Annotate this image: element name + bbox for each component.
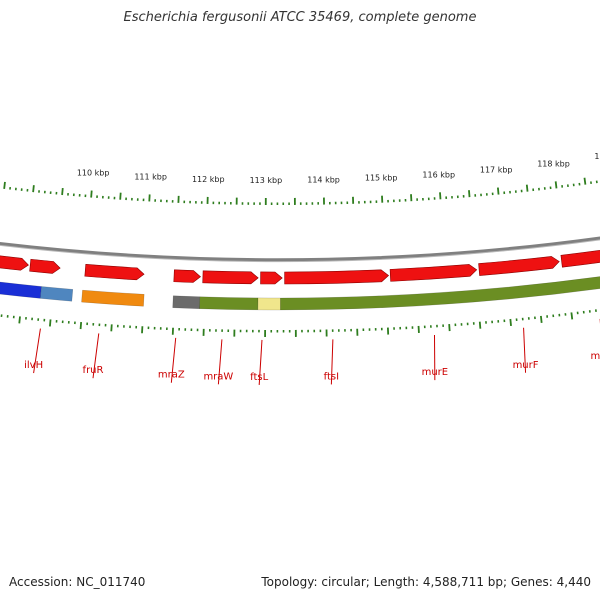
kbp-tick-label: 117 kbp	[480, 166, 513, 175]
gene-leader-line	[523, 327, 527, 373]
feature-block	[0, 281, 42, 299]
accession-text: Accession: NC_011740	[9, 575, 146, 589]
skew-tick-inner	[90, 190, 93, 198]
kbp-tick-label: 114 kbp	[307, 176, 340, 185]
gene-label: ftsI	[324, 371, 339, 382]
skew-tick-inner	[583, 177, 587, 185]
feature-block	[280, 276, 600, 311]
feature-block	[199, 296, 259, 311]
cds-arrow	[0, 255, 29, 271]
cds-arrow	[29, 258, 61, 274]
gene-leader-line	[258, 339, 263, 385]
feature-blocks	[0, 276, 600, 311]
gene-leader-line	[217, 339, 223, 385]
cds-arrow	[389, 264, 478, 282]
gene-label: mraW	[203, 371, 233, 382]
gene-leader-line	[170, 337, 177, 383]
gene-leader-line	[33, 328, 41, 374]
gene-label: ilvH	[24, 360, 43, 371]
skew-tick-inner	[496, 187, 500, 195]
kbp-tick-label: 111 kbp	[134, 172, 167, 181]
cds-arrow	[260, 271, 283, 285]
cds-arrows	[0, 250, 600, 285]
skew-tick-inner	[3, 181, 6, 189]
gene-label: ftsL	[250, 372, 268, 383]
cds-arrow	[173, 269, 201, 283]
cds-arrow	[84, 263, 145, 281]
cds-arrow	[202, 270, 259, 285]
skew-tick-outer	[478, 321, 482, 329]
skew-tick-inner	[32, 185, 35, 193]
skew-tick-outer	[540, 315, 543, 323]
cds-arrow	[560, 250, 600, 268]
feature-block	[81, 289, 145, 307]
feature-block	[172, 295, 201, 309]
kbp-ruler: 110 kbp 111 kbp 112 kbp 113 kbp 114 kbp 115 k…	[77, 152, 600, 185]
skew-tick-outer	[49, 319, 52, 327]
kbp-tick-label: 115 kbp	[365, 174, 398, 183]
kbp-tick-label: 116 kbp	[422, 170, 455, 179]
gene-labels: ilvH fruR mraZ mraW ftsL ftsI murE murF mraY	[24, 318, 600, 385]
kbp-tick-label: 118 kbp	[537, 160, 570, 169]
skew-tick-outer	[570, 312, 574, 320]
skew-tick-inner	[61, 187, 64, 196]
backbone-highlight	[0, 239, 600, 263]
feature-block	[40, 286, 74, 302]
skew-tick-outer	[79, 322, 83, 330]
backbone-ring	[0, 236, 600, 262]
gene-label: mraZ	[158, 370, 185, 381]
backbone-layer	[0, 236, 600, 263]
genome-summary-text: Topology: circular; Length: 4,588,711 bp…	[261, 575, 591, 589]
kbp-tick-label: 110 kbp	[77, 169, 110, 178]
feature-block	[257, 297, 281, 311]
kbp-tick-label: 113 kbp	[250, 176, 283, 185]
gc-skew-ticks	[0, 177, 598, 337]
gene-label: fruR	[83, 365, 104, 376]
skew-tick-outer	[18, 316, 21, 324]
gene-label: mraY	[590, 351, 600, 362]
skew-tick-inner	[525, 184, 529, 192]
gene-label: murE	[422, 367, 449, 378]
skew-tick-inner	[468, 190, 471, 198]
kbp-tick-label: 119 kbp	[594, 152, 600, 161]
map-title: Escherichia fergusonii ATCC 35469, compl…	[123, 10, 477, 25]
gene-leader-line	[92, 333, 100, 379]
cds-arrow	[478, 256, 560, 276]
gene-label: murF	[513, 360, 539, 371]
gene-leader-line	[330, 339, 334, 385]
skew-tick-outer	[509, 318, 512, 327]
kbp-tick-label: 112 kbp	[192, 175, 225, 184]
skew-tick-inner	[554, 181, 558, 189]
cds-arrow	[284, 269, 390, 285]
